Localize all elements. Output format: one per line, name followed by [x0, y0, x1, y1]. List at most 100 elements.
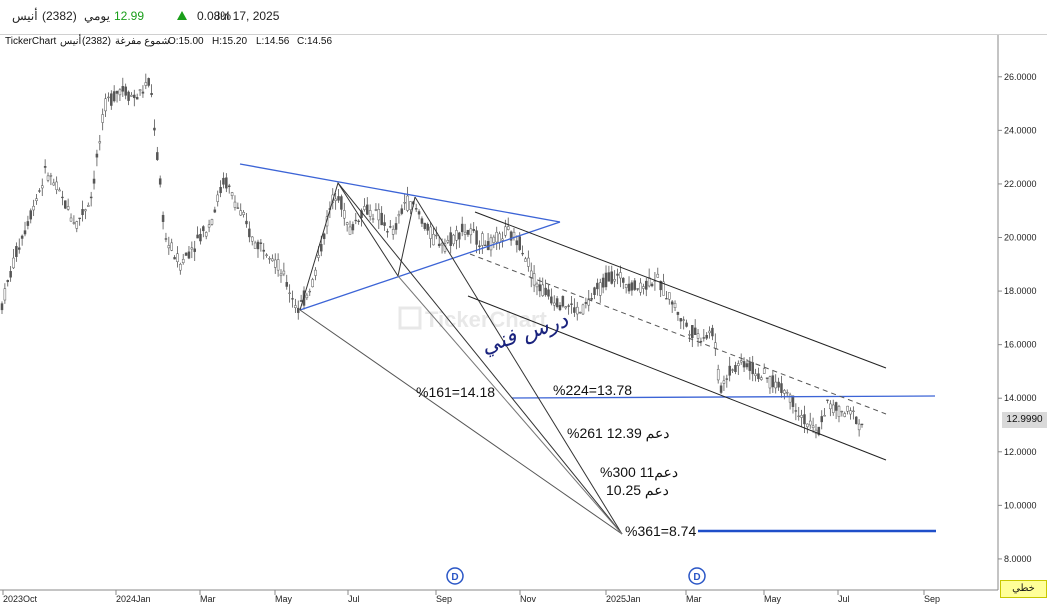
scale-toggle-button[interactable]: خطي — [1000, 580, 1047, 598]
candle — [469, 223, 473, 244]
candle — [311, 277, 314, 288]
fib-ray-4 — [397, 275, 623, 535]
candle — [417, 209, 421, 220]
candle — [423, 222, 427, 231]
candle — [483, 240, 487, 247]
candle — [570, 295, 573, 314]
candle — [455, 225, 458, 250]
change-percent: 0.08% — [197, 9, 232, 23]
candle — [751, 355, 754, 382]
zigzag-line — [299, 181, 416, 311]
candle — [584, 297, 588, 309]
candle — [662, 273, 665, 296]
candle — [679, 318, 683, 329]
candle — [181, 253, 185, 265]
candle — [18, 238, 21, 254]
candle — [141, 85, 145, 98]
candle — [437, 235, 441, 248]
candle — [101, 108, 104, 131]
annotation-support-10: دعم 10.25 — [606, 482, 669, 499]
candle — [806, 423, 809, 434]
symbol-header: أنيس (2382) يومي 12.99 0.08% Jul 17, 202… — [0, 0, 1047, 35]
period-label[interactable]: يومي — [84, 9, 110, 23]
candle — [340, 194, 343, 217]
candle — [808, 412, 812, 429]
candle — [673, 300, 677, 311]
candle — [250, 236, 254, 246]
candle — [754, 368, 757, 382]
candle — [837, 404, 841, 423]
fib-ray-3 — [414, 196, 623, 535]
candle — [259, 239, 263, 252]
candle — [823, 407, 826, 417]
y-tick-label: 24.0000 — [1004, 125, 1037, 135]
candle — [87, 202, 90, 207]
candle — [432, 227, 435, 246]
x-tick-label: Jul — [348, 594, 360, 604]
candle — [78, 217, 81, 226]
candle — [791, 395, 795, 414]
candle — [210, 218, 214, 226]
candle — [670, 299, 674, 313]
candle — [256, 239, 260, 258]
candle — [276, 253, 280, 277]
candle — [176, 246, 179, 268]
candle — [521, 245, 524, 257]
candle — [659, 280, 662, 298]
candle — [696, 329, 700, 347]
annotation-361: %361=8.74 — [625, 523, 696, 539]
candle — [831, 399, 835, 416]
candle — [458, 231, 461, 248]
open-value: O:15.00 — [168, 36, 204, 47]
x-tick-label: Mar — [200, 594, 216, 604]
x-tick-label: 2024Jan — [116, 594, 151, 604]
candle — [291, 290, 294, 308]
candle — [374, 203, 378, 212]
candle — [61, 190, 64, 206]
candle — [561, 295, 565, 308]
candle — [6, 279, 10, 287]
wedge-bottom-line — [299, 221, 561, 311]
candle — [495, 226, 498, 250]
candle — [49, 172, 53, 186]
candle — [817, 426, 821, 437]
candle — [20, 234, 24, 246]
candle — [397, 210, 401, 224]
x-tick-label: 2023Oct — [3, 594, 38, 604]
y-axis-ticks: 26.0000 24.0000 22.0000 20.0000 18.0000 16.00… — [998, 72, 1037, 564]
candle — [196, 226, 199, 239]
candle — [89, 191, 93, 207]
candle — [81, 200, 84, 222]
fib-ray-1 — [299, 309, 623, 535]
dividend-marker-2[interactable]: D — [688, 567, 706, 585]
candle — [150, 84, 153, 98]
candle — [239, 203, 242, 216]
candle — [29, 208, 33, 224]
candle — [167, 236, 171, 255]
candle — [400, 204, 404, 216]
chart-type-label[interactable]: شموع مفرغة — [115, 36, 170, 47]
candle — [35, 194, 38, 205]
candle — [199, 228, 202, 245]
high-value: H:15.20 — [212, 36, 248, 47]
candle — [41, 178, 44, 197]
wedge-lines — [239, 163, 936, 399]
candle — [512, 227, 516, 241]
price-chart[interactable]: TickerChart درس فني %161=14.18 %224=13.7… — [0, 35, 1047, 604]
candle — [564, 306, 567, 310]
candle — [650, 282, 654, 288]
candle — [285, 274, 288, 290]
dividend-marker-1[interactable]: D — [446, 567, 464, 585]
last-price-tag: 12.9990 — [1002, 412, 1047, 428]
candle — [357, 219, 360, 225]
candle — [95, 149, 99, 167]
candle — [596, 278, 599, 296]
x-tick-label: Nov — [520, 594, 537, 604]
candle — [762, 363, 766, 374]
candle — [52, 178, 56, 186]
candle — [719, 382, 723, 394]
candle — [843, 411, 846, 418]
candle — [133, 89, 136, 107]
candle — [486, 233, 490, 251]
candle — [636, 288, 639, 292]
